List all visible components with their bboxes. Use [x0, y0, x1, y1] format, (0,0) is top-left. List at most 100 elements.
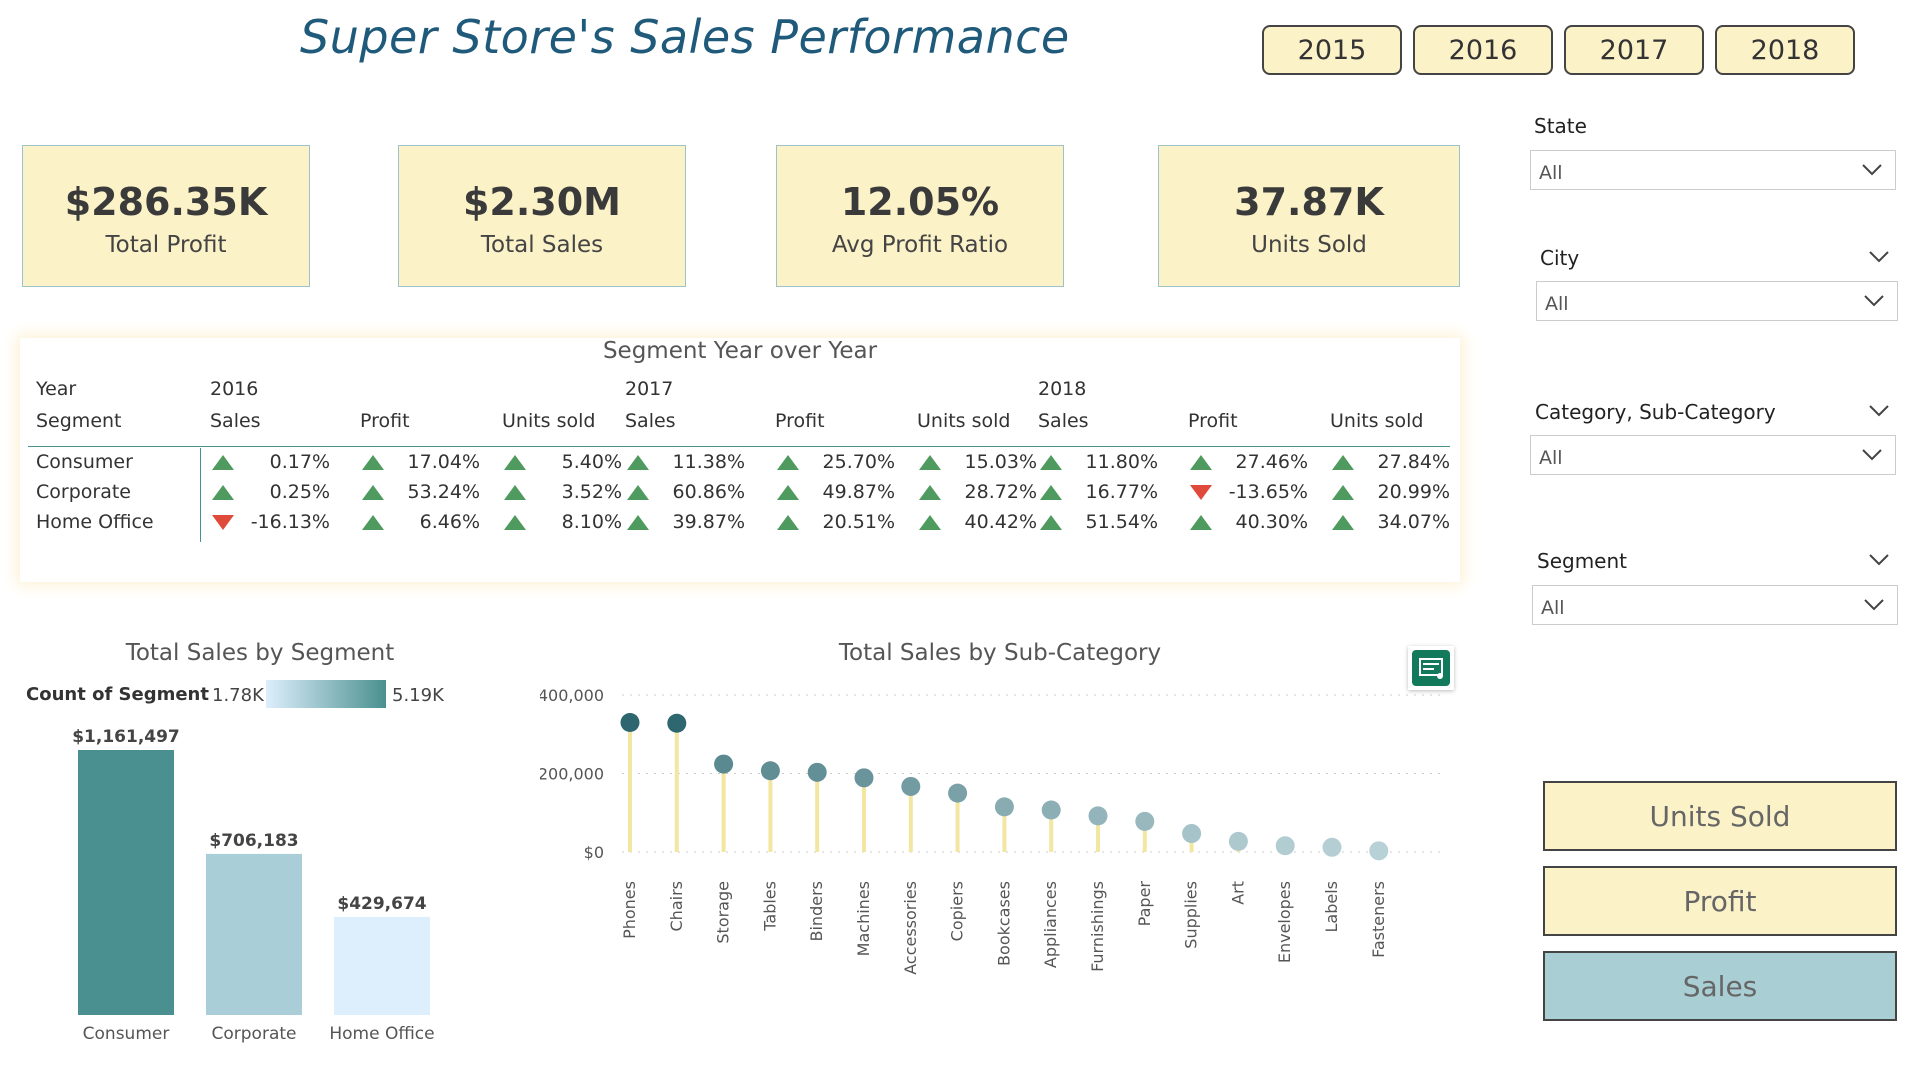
matrix-measure-2017-sales: Sales	[625, 410, 676, 432]
chevron-down-icon	[1864, 295, 1884, 307]
segment-yoy-matrix: Segment Year over Year Year Segment 2016…	[20, 338, 1460, 582]
kpi-total-sales: $2.30M Total Sales	[398, 145, 686, 287]
matrix-cell: 0.17%	[269, 451, 330, 473]
matrix-measure-2017-profit: Profit	[775, 410, 825, 432]
point-furnishings	[1088, 806, 1108, 826]
triangle-up-icon	[777, 485, 799, 500]
kpi-label: Avg Profit Ratio	[831, 232, 1009, 258]
matrix-cell: 11.80%	[1085, 451, 1158, 473]
triangle-up-icon	[504, 515, 526, 530]
kpi-units-sold: 37.87K Units Sold	[1158, 145, 1460, 287]
matrix-year-2016: 2016	[210, 378, 259, 400]
matrix-cell: -13.65%	[1228, 481, 1308, 503]
matrix-cell: 8.10%	[561, 511, 622, 533]
year-button-2016[interactable]: 2016	[1413, 25, 1553, 75]
legend-title: Count of Segment	[26, 684, 209, 705]
matrix-year-2018: 2018	[1038, 378, 1087, 400]
kpi-label: Units Sold	[1251, 232, 1367, 258]
chevron-down-icon	[1862, 449, 1882, 461]
chevron-down-icon	[1864, 599, 1884, 611]
year-button-2015[interactable]: 2015	[1262, 25, 1402, 75]
matrix-cell: 53.24%	[407, 481, 480, 503]
x-tick-label: Chairs	[667, 881, 686, 931]
triangle-up-icon	[504, 455, 526, 470]
matrix-cell: 28.72%	[964, 481, 1037, 503]
units-sold-button[interactable]: Units Sold	[1543, 781, 1897, 851]
slicer-state-value: All	[1539, 162, 1563, 184]
triangle-up-icon	[919, 455, 941, 470]
triangle-up-icon	[362, 515, 384, 530]
chevron-down-icon[interactable]	[1868, 404, 1890, 418]
triangle-down-icon	[212, 515, 234, 530]
matrix-measure-2016-units-sold: Units sold	[502, 410, 596, 432]
triangle-up-icon	[504, 485, 526, 500]
triangle-up-icon	[1190, 455, 1212, 470]
year-button-2018[interactable]: 2018	[1715, 25, 1855, 75]
matrix-measure-2017-units-sold: Units sold	[917, 410, 1011, 432]
bar-data-label: $1,161,497	[72, 727, 180, 747]
x-tick-label: Art	[1228, 881, 1247, 905]
slicer-state-dropdown[interactable]: All	[1530, 150, 1896, 190]
point-machines	[854, 768, 874, 788]
bar-home-office	[334, 916, 430, 1015]
matrix-cell: 40.30%	[1235, 511, 1308, 533]
triangle-up-icon	[212, 455, 234, 470]
slicer-category-dropdown[interactable]: All	[1530, 435, 1896, 475]
sales-button[interactable]: Sales	[1543, 951, 1897, 1021]
triangle-up-icon	[1040, 485, 1062, 500]
matrix-cell: 40.42%	[964, 511, 1037, 533]
bar-data-label: $706,183	[209, 831, 298, 851]
slicer-city-dropdown[interactable]: All	[1536, 281, 1898, 321]
triangle-up-icon	[1332, 515, 1354, 530]
year-button-2017[interactable]: 2017	[1564, 25, 1704, 75]
kpi-value: $286.35K	[64, 180, 268, 224]
point-labels	[1322, 837, 1342, 857]
point-envelopes	[1275, 836, 1295, 856]
page-title: Super Store's Sales Performance	[300, 10, 1070, 64]
row-divider	[200, 448, 201, 542]
point-storage	[714, 754, 734, 774]
slicer-segment-value: All	[1541, 597, 1565, 619]
triangle-up-icon	[362, 455, 384, 470]
triangle-up-icon	[1332, 485, 1354, 500]
x-tick-label: Machines	[854, 881, 873, 956]
matrix-cell: 3.52%	[561, 481, 622, 503]
slicer-segment-label: Segment	[1537, 549, 1627, 573]
slicer-category-label: Category, Sub-Category	[1535, 400, 1776, 424]
triangle-up-icon	[627, 455, 649, 470]
matrix-cell: 39.87%	[672, 511, 745, 533]
y-tick-label: $400,000	[540, 686, 604, 705]
chevron-down-icon[interactable]	[1868, 553, 1890, 567]
matrix-cell: 34.07%	[1377, 511, 1450, 533]
legend-min: 1.78K	[212, 685, 264, 706]
subcategory-lollipop-chart: $0 $200,000 $400,000 Phones Chairs Storage Tab…	[540, 686, 1445, 975]
slicer-city-label: City	[1540, 246, 1580, 270]
point-binders	[807, 762, 827, 782]
profit-button[interactable]: Profit	[1543, 866, 1897, 936]
triangle-down-icon	[1190, 485, 1212, 500]
card-icon	[1412, 650, 1450, 686]
point-tables	[760, 761, 780, 781]
x-tick-label: Consumer	[83, 1024, 170, 1044]
matrix-row-label: Consumer	[36, 451, 133, 473]
x-tick-label: Paper	[1135, 881, 1154, 927]
focus-mode-button[interactable]	[1408, 646, 1454, 690]
y-tick-label: $0	[584, 843, 604, 862]
point-bookcases	[994, 797, 1014, 817]
point-appliances	[1041, 800, 1061, 820]
chevron-down-icon[interactable]	[1868, 250, 1890, 264]
point-paper	[1135, 811, 1155, 831]
matrix-cell: -16.13%	[250, 511, 330, 533]
subcategory-chart-title: Total Sales by Sub-Category	[838, 640, 1162, 666]
matrix-measure-2016-sales: Sales	[210, 410, 261, 432]
x-tick-label: Labels	[1322, 881, 1341, 933]
x-tick-label: Furnishings	[1088, 881, 1107, 972]
x-tick-label: Tables	[760, 881, 779, 932]
x-tick-label: Envelopes	[1275, 881, 1294, 963]
x-tick-label: Accessories	[901, 881, 920, 975]
matrix-measure-2016-profit: Profit	[360, 410, 410, 432]
matrix-cell: 0.25%	[269, 481, 330, 503]
slicer-segment-dropdown[interactable]: All	[1532, 585, 1898, 625]
triangle-up-icon	[627, 515, 649, 530]
x-tick-label: Supplies	[1182, 881, 1201, 949]
